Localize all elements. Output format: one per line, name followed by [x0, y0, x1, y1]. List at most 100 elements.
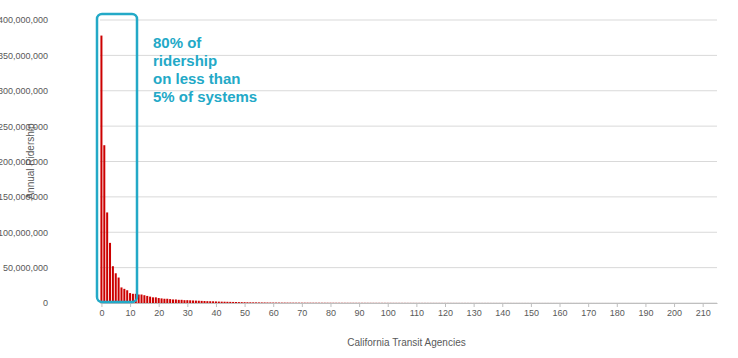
- bar: [601, 302, 603, 303]
- bar: [195, 301, 197, 303]
- bar: [441, 302, 443, 303]
- bar: [183, 300, 185, 303]
- x-tick-mark: [359, 303, 360, 307]
- bar: [673, 302, 675, 303]
- bar: [292, 302, 294, 303]
- x-tick: 10: [126, 303, 136, 318]
- bar: [275, 302, 277, 303]
- bar: [438, 302, 440, 303]
- bar: [392, 302, 394, 303]
- bar: [424, 302, 426, 303]
- bar: [521, 302, 523, 303]
- bar: [298, 302, 300, 303]
- x-tick-label: 60: [269, 308, 279, 318]
- y-tick-label: 300,000,000: [0, 86, 48, 96]
- bar: [524, 302, 526, 303]
- bar: [433, 302, 435, 303]
- bar: [178, 300, 180, 303]
- bar: [238, 302, 240, 303]
- bar: [576, 302, 578, 303]
- bar: [596, 302, 598, 303]
- bar: [710, 302, 712, 303]
- bar: [707, 302, 709, 303]
- bar: [705, 302, 707, 303]
- bar: [312, 302, 314, 303]
- x-tick-label: 140: [495, 308, 510, 318]
- bar: [550, 302, 552, 303]
- bar: [570, 302, 572, 303]
- bar: [318, 302, 320, 303]
- x-tick-mark: [703, 303, 704, 307]
- bar: [616, 302, 618, 303]
- bar: [358, 302, 360, 303]
- bar: [633, 302, 635, 303]
- y-tick: 300,000,000: [0, 86, 52, 96]
- x-tick-mark: [330, 303, 331, 307]
- bar: [650, 302, 652, 303]
- x-tick-label: 150: [524, 308, 539, 318]
- bar: [364, 302, 366, 303]
- bar: [696, 302, 698, 303]
- bar: [407, 302, 409, 303]
- bar: [255, 302, 257, 303]
- bar: [624, 302, 626, 303]
- x-tick-mark: [445, 303, 446, 307]
- bar: [490, 302, 492, 303]
- bar: [458, 302, 460, 303]
- x-tick: 150: [524, 303, 539, 318]
- bar: [235, 302, 237, 303]
- bar: [679, 302, 681, 303]
- bar: [639, 302, 641, 303]
- x-tick-mark: [560, 303, 561, 307]
- x-tick-mark: [388, 303, 389, 307]
- bar: [172, 299, 174, 303]
- bar: [507, 302, 509, 303]
- bar: [498, 302, 500, 303]
- bar: [372, 302, 374, 303]
- bar: [350, 302, 352, 303]
- grid-line: [100, 232, 717, 233]
- bar: [335, 302, 337, 303]
- bar: [573, 302, 575, 303]
- bar: [198, 301, 200, 303]
- bar: [112, 266, 114, 303]
- bar: [355, 302, 357, 303]
- y-tick-label: 0: [43, 298, 48, 308]
- bar: [264, 302, 266, 303]
- bar: [421, 302, 423, 303]
- bar: [324, 302, 326, 303]
- bar: [304, 302, 306, 303]
- bar: [590, 302, 592, 303]
- x-tick-mark: [273, 303, 274, 307]
- x-tick: 140: [495, 303, 510, 318]
- y-tick-label: 400,000,000: [0, 15, 48, 25]
- chart: 050,000,000100,000,000150,000,000200,000…: [0, 0, 738, 358]
- bar: [504, 302, 506, 303]
- x-tick-mark: [617, 303, 618, 307]
- annotation-box: [97, 14, 137, 302]
- x-axis-title: California Transit Agencies: [347, 337, 465, 348]
- bar: [430, 302, 432, 303]
- x-tick-mark: [674, 303, 675, 307]
- bar: [221, 302, 223, 303]
- x-tick: 0: [99, 303, 104, 318]
- bar: [670, 302, 672, 303]
- x-tick-label: 80: [326, 308, 336, 318]
- grid: [100, 20, 717, 303]
- bar: [141, 295, 143, 303]
- bar: [567, 302, 569, 303]
- y-tick-label: 250,000,000: [0, 122, 48, 132]
- bar: [581, 302, 583, 303]
- bar: [579, 302, 581, 303]
- bar: [252, 302, 254, 303]
- x-tick-mark: [159, 303, 160, 307]
- x-tick: 120: [438, 303, 453, 318]
- y-tick: 400,000,000: [0, 15, 52, 25]
- bar: [261, 302, 263, 303]
- bar: [361, 302, 363, 303]
- bar: [229, 302, 231, 303]
- bar: [352, 302, 354, 303]
- x-tick-label: 30: [183, 308, 193, 318]
- bar: [510, 302, 512, 303]
- bar: [553, 302, 555, 303]
